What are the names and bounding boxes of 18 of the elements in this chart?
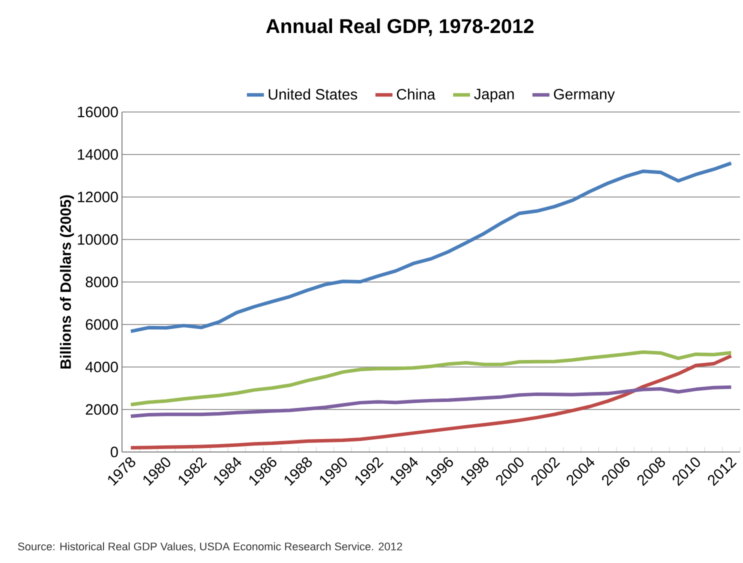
source-note: Source: Historical Real GDP Values, USDA Economic Research Service. 2012 bbox=[18, 542, 402, 552]
line-series bbox=[129, 350, 733, 406]
y-tick-label: 2000 bbox=[86, 404, 118, 415]
legend-label: Germany bbox=[554, 88, 615, 102]
line-series bbox=[129, 161, 733, 334]
y-tick-label: 8000 bbox=[86, 276, 118, 288]
y-tick-label: 10000 bbox=[78, 234, 118, 245]
legend-label: China bbox=[396, 88, 436, 100]
y-tick-label: 0 bbox=[110, 446, 118, 458]
y-tick-label: 6000 bbox=[86, 319, 118, 330]
chart-title: Annual Real GDP, 1978-2012 bbox=[266, 18, 534, 36]
legend-label: Japan bbox=[474, 88, 514, 102]
y-tick-label: 12000 bbox=[78, 192, 118, 202]
y-tick-label: 14000 bbox=[78, 149, 118, 160]
y-tick-label: 4000 bbox=[85, 362, 118, 372]
legend-label: United States bbox=[268, 88, 358, 100]
y-axis-title: Billions of Dollars (2005) bbox=[60, 195, 74, 369]
y-tick-label: 16000 bbox=[78, 106, 118, 118]
